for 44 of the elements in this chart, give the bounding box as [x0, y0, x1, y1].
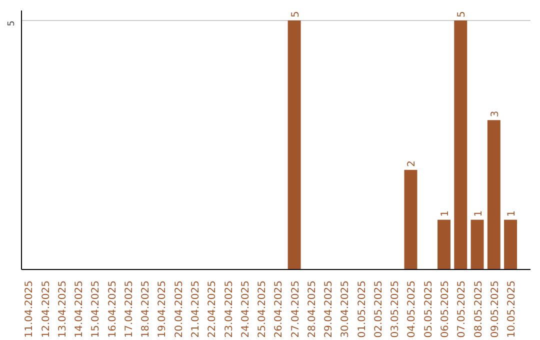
x-tick-label: 16.04.2025	[107, 280, 118, 338]
bar	[404, 170, 418, 270]
x-tick-label: 06.05.2025	[440, 280, 452, 338]
x-tick-label: 18.04.2025	[140, 280, 152, 338]
x-tick-label: 19.04.2025	[157, 280, 168, 338]
x-tick-label: 04.05.2025	[406, 280, 418, 338]
x-tick-label: 07.05.2025	[456, 280, 468, 338]
x-tick-label: 14.04.2025	[74, 280, 86, 338]
x-tick-label: 13.04.2025	[57, 280, 68, 338]
x-tick-label: 08.05.2025	[473, 280, 484, 338]
x-tick-label: 05.05.2025	[423, 280, 434, 338]
bar	[487, 120, 500, 270]
bar	[470, 220, 484, 270]
x-tick-label: 22.04.2025	[207, 280, 218, 338]
bar	[288, 20, 301, 270]
x-tick-label: 15.04.2025	[90, 280, 102, 338]
x-tick-label: 27.04.2025	[290, 280, 302, 338]
data-label: 1	[440, 210, 452, 217]
x-tick-label: 09.05.2025	[490, 280, 501, 338]
data-label: 1	[473, 210, 484, 217]
x-tick-label: 25.04.2025	[257, 280, 268, 338]
data-label: 5	[290, 11, 302, 18]
data-label: 3	[490, 110, 501, 118]
x-tick-label: 03.05.2025	[390, 280, 402, 338]
x-tick-label: 11.04.2025	[24, 280, 36, 338]
x-tick-label: 23.04.2025	[224, 280, 235, 338]
x-tick-label: 10.05.2025	[506, 280, 518, 338]
x-tick-label: 17.04.2025	[124, 280, 135, 338]
bar	[454, 20, 468, 270]
x-tick-label: 21.04.2025	[190, 280, 202, 338]
x-tick-label: 01.05.2025	[356, 280, 368, 338]
x-tick-label: 29.04.2025	[324, 280, 335, 338]
bar	[438, 220, 450, 270]
x-tick-label: 12.04.2025	[40, 280, 52, 338]
data-label: 1	[506, 210, 518, 217]
bar	[504, 220, 518, 270]
x-tick-label: 20.04.2025	[174, 280, 185, 338]
x-tick-label: 26.04.2025	[274, 280, 285, 338]
data-label: 5	[456, 11, 468, 18]
x-tick-label: 24.04.2025	[240, 280, 252, 338]
x-tick-label: 30.04.2025	[340, 280, 352, 338]
x-tick-label: 28.04.2025	[306, 280, 318, 338]
x-tick-label: 02.05.2025	[373, 280, 384, 338]
data-label: 2	[406, 160, 418, 167]
